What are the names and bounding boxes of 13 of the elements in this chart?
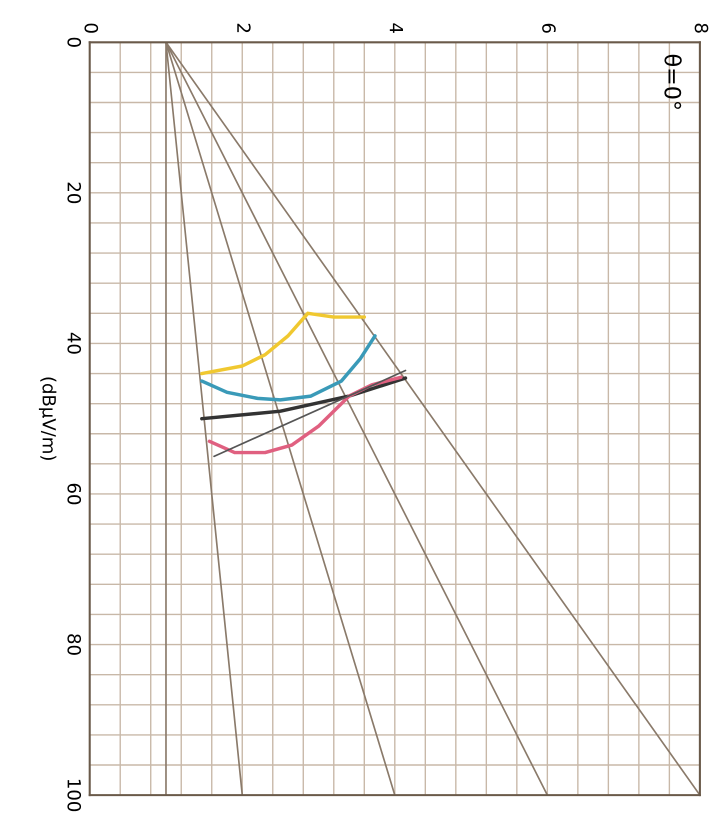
y-tick-label: 20 <box>67 182 82 204</box>
y-tick-label: 40 <box>67 332 82 354</box>
y-tick-label: 0 <box>67 38 82 47</box>
x-tick-label: 4 <box>390 23 403 33</box>
x-tick-label: 2 <box>237 24 251 32</box>
x-tick-label: 8 <box>694 24 708 33</box>
y-tick-label: 60 <box>67 484 82 504</box>
annotation: θ=0° <box>664 54 682 109</box>
x-tick-label: 6 <box>542 24 556 33</box>
x-tick-label: 0 <box>84 24 98 33</box>
y-axis-title: (dBμV/m) <box>38 378 56 460</box>
y-tick-label: 100 <box>67 780 82 812</box>
y-tick-label: 80 <box>67 634 82 655</box>
